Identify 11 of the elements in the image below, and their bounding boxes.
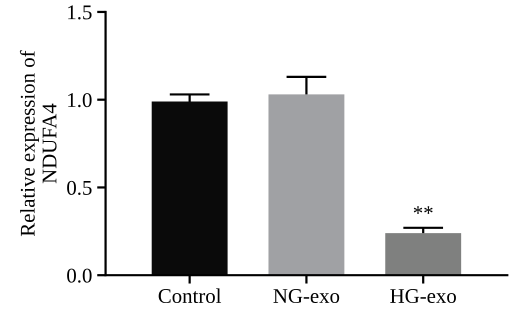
y-axis-title: Relative expression of NDUFA4 xyxy=(20,50,57,236)
y-tick-label: 0.5 xyxy=(67,180,92,195)
y-tick-label: 1.0 xyxy=(68,93,92,108)
x-tick-label: NG-exo xyxy=(273,289,340,304)
bar xyxy=(268,94,344,276)
y-tick-label: 0.0 xyxy=(67,268,92,283)
annotation: ** xyxy=(414,206,433,214)
x-tick-label: Control xyxy=(158,288,222,304)
bar xyxy=(385,233,462,276)
y-tick-label: 1.5 xyxy=(68,5,92,20)
x-tick-label: HG-exo xyxy=(390,289,456,304)
